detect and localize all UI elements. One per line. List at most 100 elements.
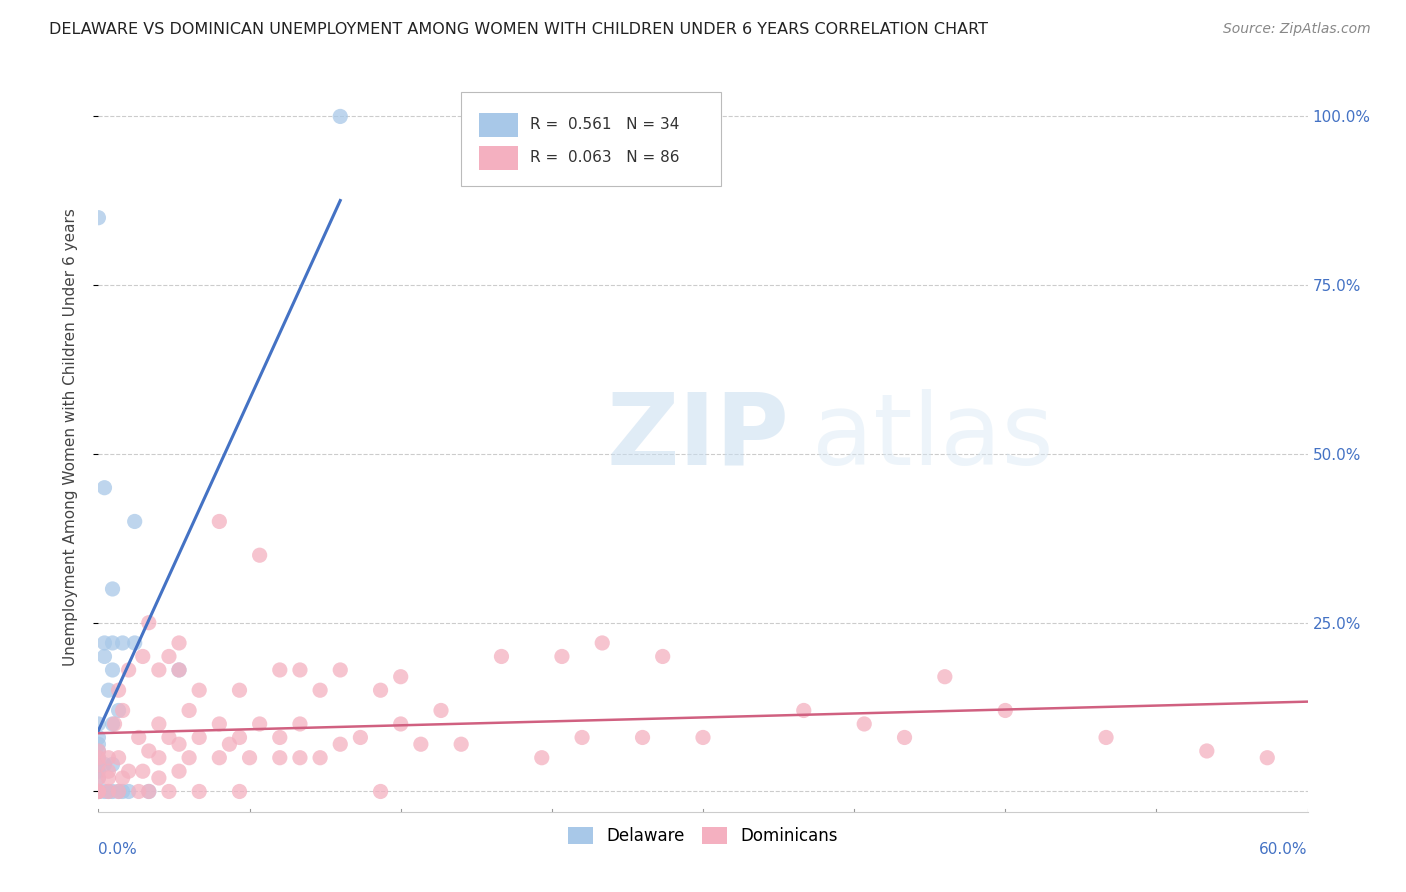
- Point: [138, 784, 160, 798]
- Point: [239, 750, 262, 764]
- Point: [450, 737, 472, 751]
- Point: [1256, 750, 1278, 764]
- Point: [97, 784, 120, 798]
- Point: [228, 731, 250, 745]
- Point: [631, 731, 654, 745]
- Point: [138, 615, 160, 630]
- Point: [249, 548, 271, 562]
- Point: [591, 636, 613, 650]
- Point: [269, 663, 291, 677]
- Text: DELAWARE VS DOMINICAN UNEMPLOYMENT AMONG WOMEN WITH CHILDREN UNDER 6 YEARS CORRE: DELAWARE VS DOMINICAN UNEMPLOYMENT AMONG…: [49, 22, 988, 37]
- Point: [409, 737, 432, 751]
- Point: [309, 750, 332, 764]
- Point: [87, 764, 110, 779]
- Text: 0.0%: 0.0%: [98, 842, 138, 857]
- Point: [87, 731, 110, 745]
- Point: [87, 737, 110, 751]
- Point: [93, 784, 115, 798]
- Point: [93, 481, 115, 495]
- Point: [97, 750, 120, 764]
- Point: [157, 731, 180, 745]
- Point: [101, 784, 124, 798]
- Point: [111, 703, 134, 717]
- Point: [228, 683, 250, 698]
- Point: [87, 717, 110, 731]
- Point: [269, 750, 291, 764]
- Point: [329, 663, 352, 677]
- Point: [87, 211, 110, 225]
- Point: [208, 717, 231, 731]
- Point: [118, 764, 141, 779]
- Point: [107, 703, 129, 717]
- Point: [87, 744, 110, 758]
- FancyBboxPatch shape: [461, 93, 721, 186]
- Point: [389, 670, 412, 684]
- Point: [148, 663, 170, 677]
- Point: [107, 784, 129, 798]
- Point: [101, 757, 124, 772]
- Text: ZIP: ZIP: [606, 389, 789, 485]
- Point: [138, 784, 160, 798]
- Point: [138, 744, 160, 758]
- Point: [288, 663, 311, 677]
- Point: [228, 784, 250, 798]
- Point: [530, 750, 553, 764]
- Point: [128, 784, 150, 798]
- Point: [118, 663, 141, 677]
- Point: [87, 744, 110, 758]
- Point: [103, 717, 125, 731]
- FancyBboxPatch shape: [479, 112, 517, 136]
- Point: [208, 515, 231, 529]
- Point: [87, 750, 110, 764]
- Point: [132, 764, 155, 779]
- Point: [101, 582, 124, 596]
- Point: [93, 757, 115, 772]
- Text: 60.0%: 60.0%: [1260, 842, 1308, 857]
- Point: [179, 750, 201, 764]
- Point: [188, 683, 211, 698]
- Point: [288, 717, 311, 731]
- Point: [934, 670, 956, 684]
- Point: [97, 764, 120, 779]
- Point: [107, 784, 129, 798]
- Point: [93, 649, 115, 664]
- Point: [128, 731, 150, 745]
- Point: [370, 784, 392, 798]
- Point: [87, 771, 110, 785]
- Point: [107, 683, 129, 698]
- Point: [87, 784, 110, 798]
- Point: [269, 731, 291, 745]
- Point: [148, 750, 170, 764]
- Point: [97, 683, 120, 698]
- Point: [167, 663, 190, 677]
- Point: [430, 703, 453, 717]
- Y-axis label: Unemployment Among Women with Children Under 6 years: Unemployment Among Women with Children U…: [63, 208, 77, 666]
- Point: [107, 750, 129, 764]
- Point: [97, 784, 120, 798]
- Point: [132, 649, 155, 664]
- Point: [87, 757, 110, 772]
- Point: [101, 663, 124, 677]
- Text: R =  0.063   N = 86: R = 0.063 N = 86: [530, 150, 679, 165]
- Legend: Delaware, Dominicans: Delaware, Dominicans: [562, 821, 844, 852]
- Point: [329, 110, 352, 124]
- Point: [167, 764, 190, 779]
- Point: [93, 636, 115, 650]
- Point: [87, 784, 110, 798]
- Point: [87, 771, 110, 785]
- Point: [111, 771, 134, 785]
- Point: [208, 750, 231, 764]
- Point: [1095, 731, 1118, 745]
- FancyBboxPatch shape: [479, 145, 517, 169]
- Text: atlas: atlas: [811, 389, 1053, 485]
- Point: [389, 717, 412, 731]
- Point: [87, 784, 110, 798]
- Point: [218, 737, 240, 751]
- Point: [167, 737, 190, 751]
- Point: [101, 717, 124, 731]
- Point: [249, 717, 271, 731]
- Point: [288, 750, 311, 764]
- Point: [87, 750, 110, 764]
- Point: [349, 731, 371, 745]
- Point: [370, 683, 392, 698]
